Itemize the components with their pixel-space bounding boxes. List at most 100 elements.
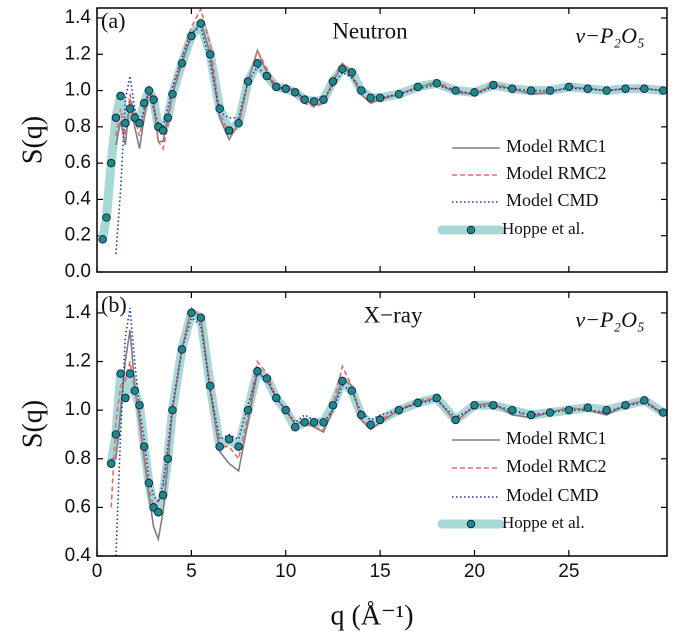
data-point [375,93,385,103]
data-point [290,88,300,97]
data-point [621,401,630,410]
data-point [196,19,206,28]
data-point [196,313,206,322]
data-point [357,86,366,95]
data-point [640,396,649,405]
data-point [394,89,404,99]
plot-frame [96,7,668,273]
data-point [102,213,111,222]
data-point [508,405,517,415]
data-point [564,405,574,415]
data-point [154,508,163,517]
data-point [489,401,498,410]
data-point [253,367,262,376]
data-point [319,418,328,427]
y-tick-label: 1.2 [65,351,91,372]
legend-label: Model RMC1 [506,428,607,448]
data-point [272,393,281,403]
legend-label: Model CMD [506,190,599,210]
data-point [144,478,154,488]
data-point [168,405,177,415]
y-tick-label: 0.8 [65,448,91,469]
x-tick-label: 10 [275,561,296,582]
data-point [98,235,107,244]
x-tick-label: 0 [92,561,103,582]
legend-label: Hoppe et al. [502,513,585,532]
x-tick-label: 5 [186,561,197,582]
data-point [309,97,319,106]
panel-title: X−ray [364,302,423,327]
data-point [659,408,668,417]
data-point [583,403,592,412]
data-point [621,84,630,93]
data-point [111,430,121,439]
data-point [413,398,423,408]
panel-title: Neutron [332,18,408,43]
data-point [451,415,460,425]
data-point [508,84,517,93]
data-point [116,369,125,378]
data-point [121,119,130,128]
legend-swatch [466,519,476,529]
data-point [130,386,139,395]
data-point [290,422,300,432]
y-tick-label: 1.0 [65,399,91,420]
y-tick-label: 1.0 [65,80,91,101]
data-point [432,393,441,403]
data-point [125,369,135,378]
legend-label: Model RMC2 [506,456,607,476]
data-point [394,405,404,415]
data-point [375,415,385,425]
data-point [139,99,149,108]
data-point [106,459,116,468]
data-point [583,84,592,93]
data-point [224,435,234,444]
data-point [234,442,243,451]
data-point [489,80,498,90]
data-point [564,82,574,92]
y-axis-label: S(q) [17,400,48,448]
y-tick-label: 0.8 [65,116,91,137]
data-point [328,77,338,86]
data-point [281,84,290,93]
data-point [215,104,224,113]
panel-label: (b) [101,292,127,317]
data-point [224,126,234,135]
data-point [243,77,253,86]
data-point [206,50,215,59]
data-point [144,86,154,95]
legend-swatch [466,225,476,235]
data-point [281,405,290,415]
panel-label: (a) [101,8,125,33]
data-point [139,442,149,451]
data-point [432,79,441,88]
x-tick-label: 25 [558,561,579,582]
panel-subtitle: v−P₂O₅ [575,307,644,332]
data-point [111,113,121,122]
data-point [262,71,272,81]
data-point [470,401,479,410]
data-point [163,454,172,463]
legend-label: Hoppe et al. [502,219,585,238]
data-point [272,82,281,92]
data-point [545,86,555,95]
y-tick-label: 0.6 [65,152,91,173]
data-point [234,119,243,128]
y-tick-label: 0.4 [65,545,92,566]
data-point [158,126,168,135]
data-point [135,401,144,410]
y-tick-label: 1.2 [65,43,91,64]
data-point [328,401,338,410]
x-tick-label: 15 [370,561,391,582]
legend-label: Model RMC2 [506,163,607,183]
data-point [338,376,347,386]
data-point [262,374,272,383]
x-axis-label: q (Å⁻¹) [330,600,413,631]
data-point [187,308,196,318]
data-point [215,442,224,451]
data-point [187,31,196,41]
data-point [206,381,215,391]
data-point [300,95,309,104]
data-point [366,93,375,103]
y-tick-label: 1.4 [65,7,92,28]
